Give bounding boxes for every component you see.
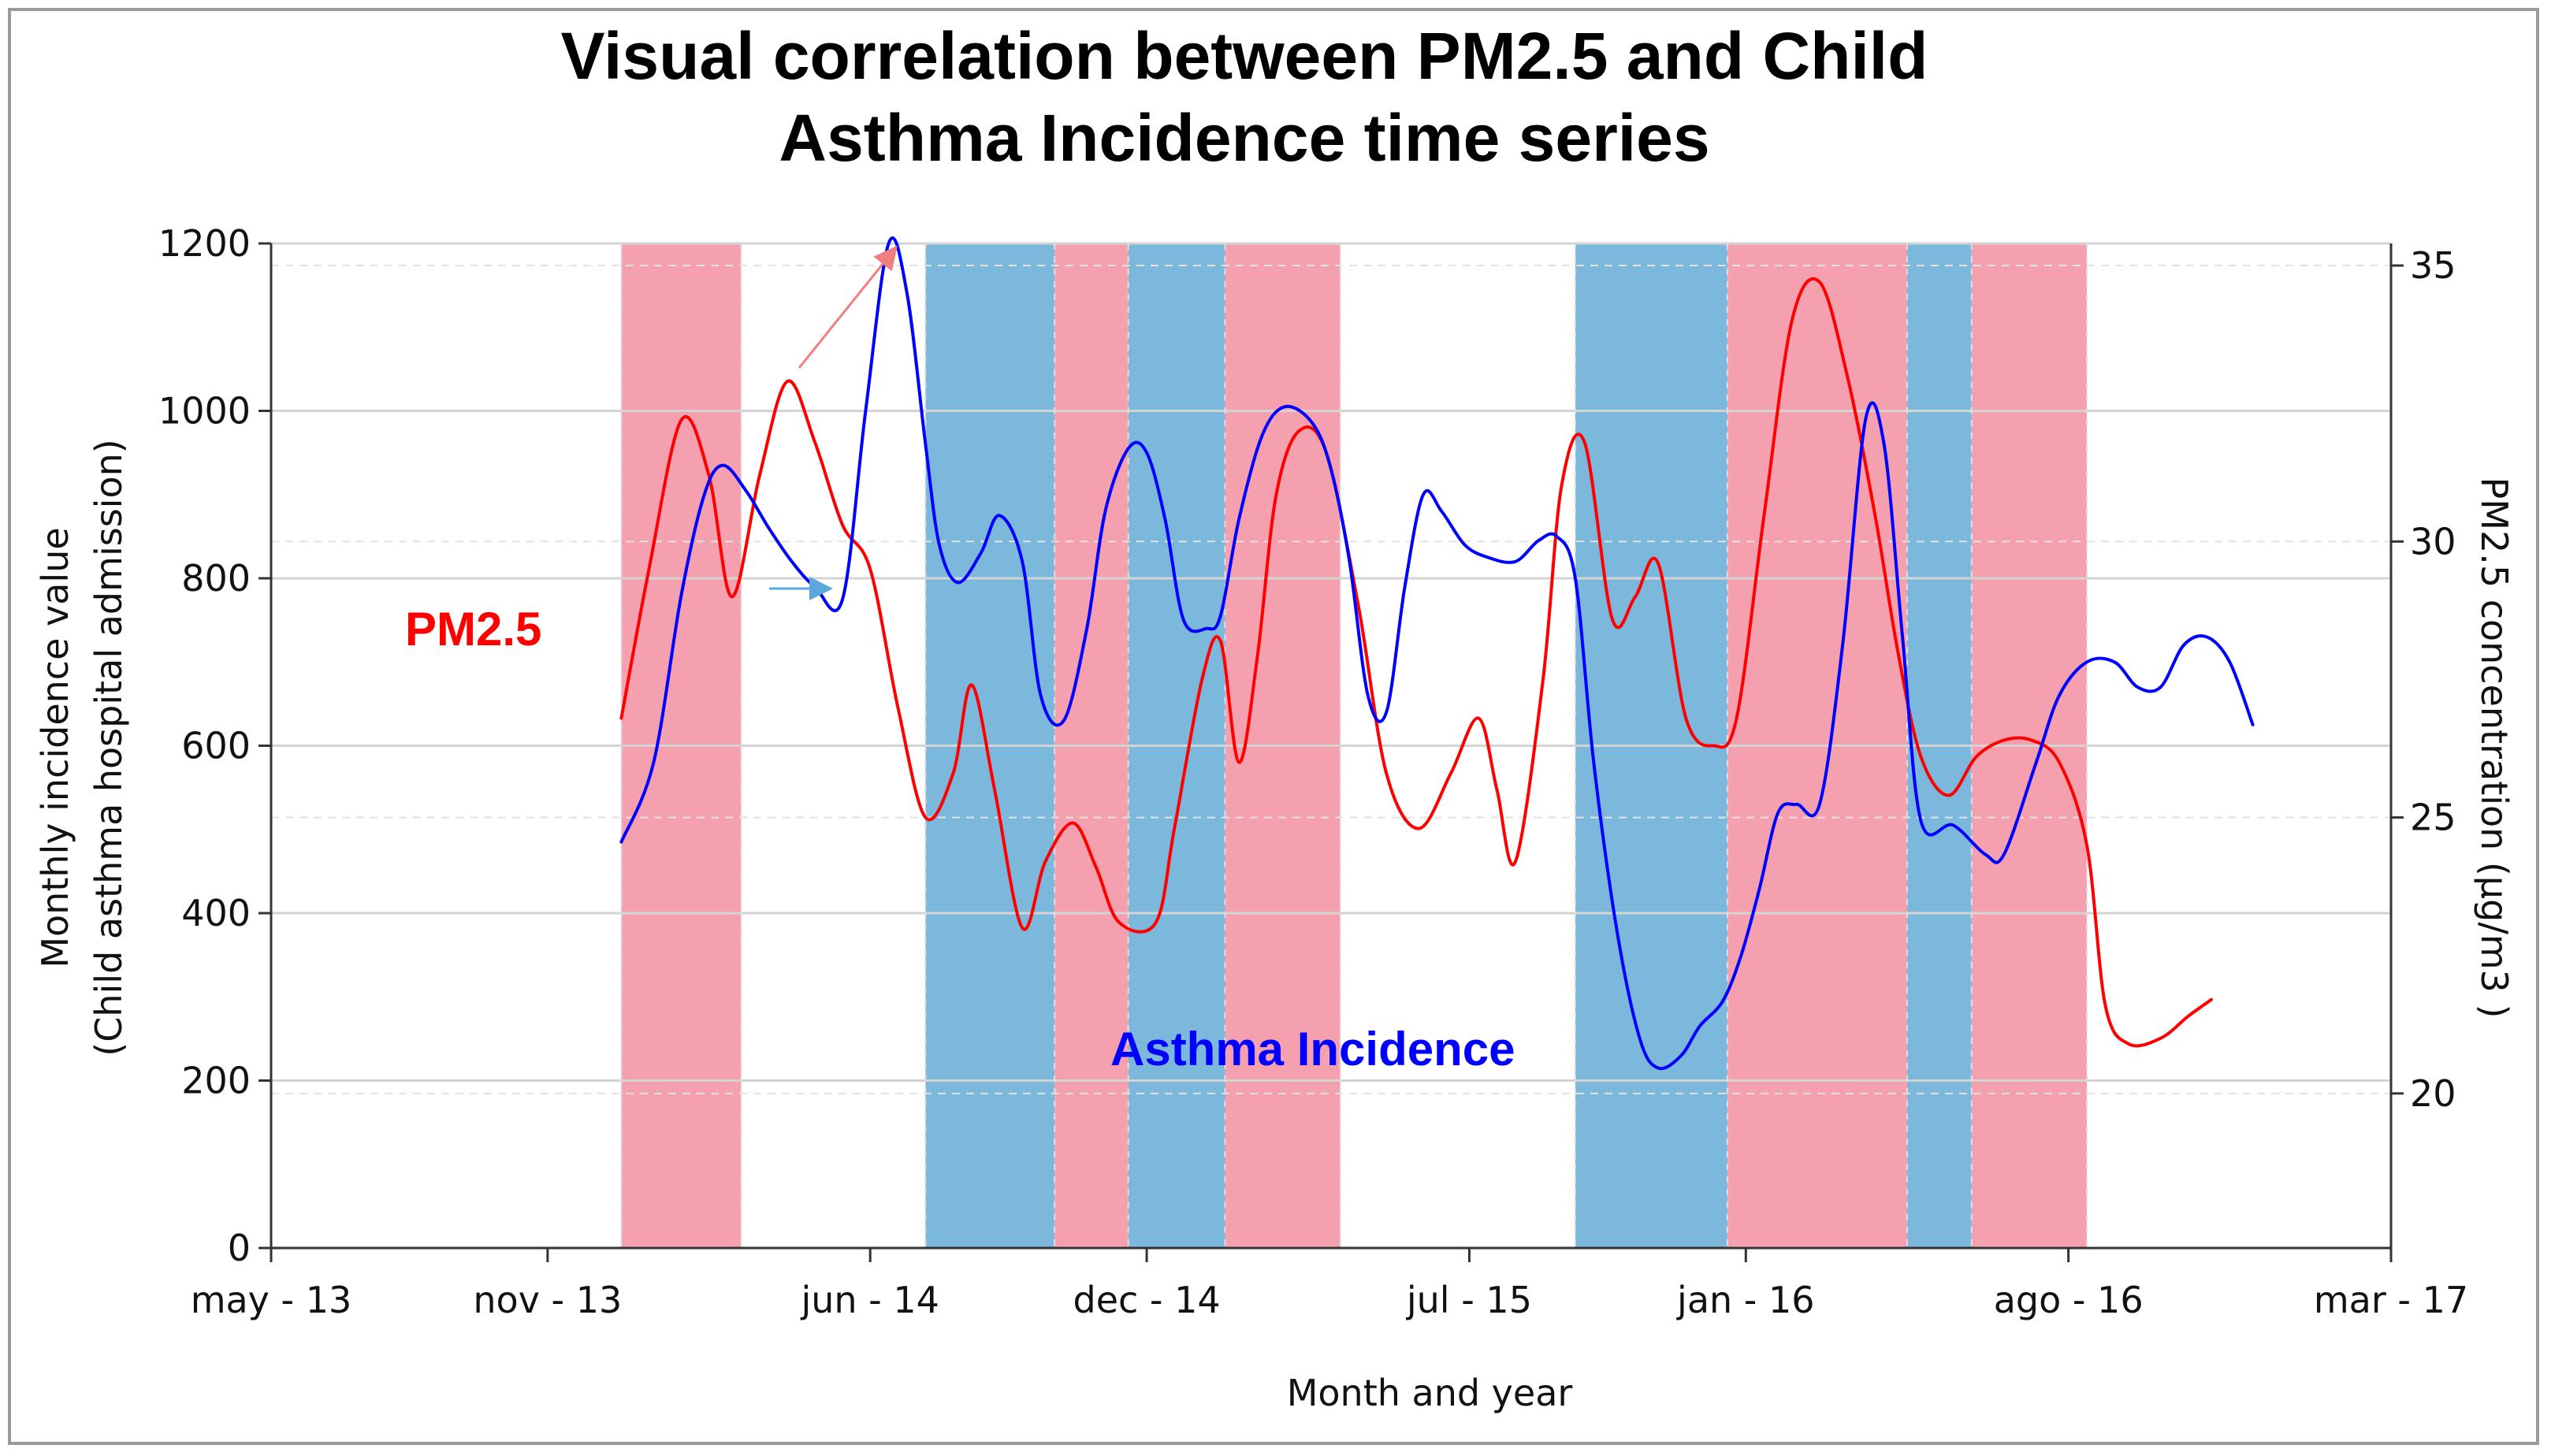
pm25-line [619,277,2213,1048]
pm25-series-label: PM2.5 [405,603,541,656]
y-right-tick-label-2: 30 [2410,520,2456,563]
x-tick-label-2: jun - 14 [800,1279,939,1321]
x-tick-label-6: ago - 16 [1994,1279,2144,1321]
y-right-tick-label-1: 25 [2410,797,2456,839]
y-right-tick-label-0: 20 [2410,1072,2456,1115]
asthma-series-label: Asthma Incidence [1110,1023,1515,1075]
y-left-tick-label-0: 0 [228,1227,251,1269]
x-tick-label-0: may - 13 [191,1279,352,1321]
grid-lines [271,242,2391,1248]
x-tick-label-3: dec - 14 [1073,1279,1221,1321]
y-left-tick-label-4: 800 [181,557,251,600]
x-tick-label-5: jan - 16 [1676,1279,1815,1321]
x-axis-title: Month and year [1287,1372,1573,1414]
chart-frame: Visual correlation between PM2.5 and Chi… [8,8,2539,1445]
y-right-title: PM2.5 concentration (µg/m3 ) [2473,477,2516,1019]
y-left-tick-label-5: 1000 [158,390,251,433]
chart-svg: Visual correlation between PM2.5 and Chi… [34,19,2516,1414]
y-left-tick-label-1: 200 [181,1060,251,1102]
y-left-title-line2: (Child asthma hospital admission) [87,439,130,1056]
y-left-tick-label-3: 600 [181,725,251,767]
y-left-tick-label-2: 400 [181,892,251,934]
chart-title-line1: Visual correlation between PM2.5 and Chi… [561,19,1928,93]
y-left-tick-label-6: 1200 [158,222,251,265]
asthma-incidence-line [619,236,2255,1071]
chart-title-line2: Asthma Incidence time series [779,101,1709,175]
axes: 0 200 400 600 800 1000 1200 20 25 30 35 may - 13 nov… [158,222,2468,1321]
y-left-title-line1: Monthly incidence value [34,527,76,968]
series-lines [619,236,2255,1071]
y-right-tick-label-3: 35 [2410,244,2456,287]
red-annotation-arrow [798,245,898,369]
x-tick-label-4: jul - 15 [1406,1279,1532,1321]
x-tick-label-7: mar - 17 [2314,1279,2468,1321]
x-tick-label-1: nov - 13 [473,1279,622,1321]
